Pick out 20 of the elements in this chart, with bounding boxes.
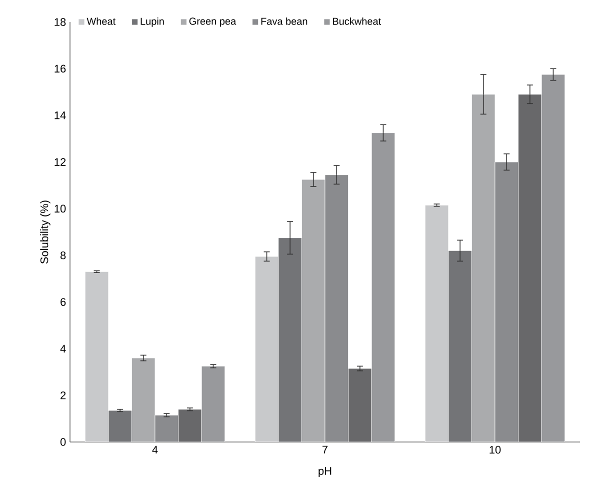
legend-label: Buckwheat xyxy=(332,18,382,25)
y-tick-label: 2 xyxy=(60,391,66,400)
y-tick-label: 16 xyxy=(54,64,66,73)
y-tick-label: 14 xyxy=(54,112,66,120)
y-tick-label: 8 xyxy=(60,251,66,260)
legend-label: Green pea xyxy=(189,18,236,27)
y-tick-label: 4 xyxy=(60,344,66,352)
legend-label: Fava bean xyxy=(261,18,308,25)
legend-label: Lupin xyxy=(140,18,164,27)
x-axis-title: pH xyxy=(318,467,332,478)
x-tick-label: 4 xyxy=(152,446,158,454)
y-tick-label: 6 xyxy=(60,298,66,306)
y-tick-label: 12 xyxy=(54,158,66,166)
x-tick-label: 10 xyxy=(490,446,501,454)
y-tick-label: 18 xyxy=(54,18,66,26)
legend-label: Wheat xyxy=(86,18,116,25)
y-tick-label: 0 xyxy=(60,438,66,446)
y-axis-title: Solubility (%) xyxy=(40,200,50,264)
y-tick-label: 10 xyxy=(54,204,66,213)
x-tick-label: 7 xyxy=(322,446,328,454)
